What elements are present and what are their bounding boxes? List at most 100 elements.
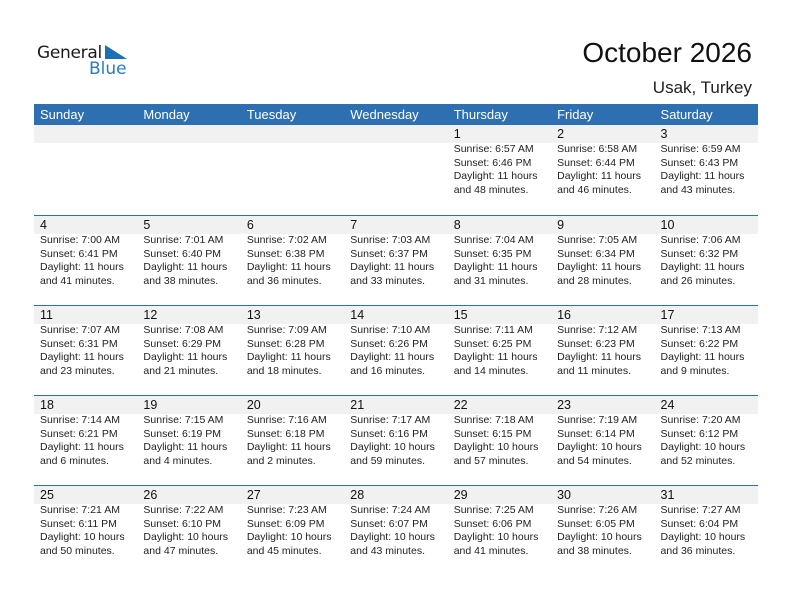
sunset-text: Sunset: 6:34 PM (557, 247, 635, 260)
day-number: 11 (40, 308, 53, 322)
sunrise-text: Sunrise: 7:10 AM (350, 324, 431, 336)
daylight-minutes-text: and 41 minutes. (40, 274, 115, 287)
daylight-text: Daylight: 11 hours (660, 261, 745, 273)
day-number: 1 (453, 127, 461, 141)
day-cell: 16 Sunrise: 7:12 AM Sunset: 6:23 PM Dayligh… (551, 306, 654, 378)
sunrise-text: Sunrise: 7:04 AM (453, 234, 534, 246)
sunrise-text: Sunrise: 7:27 AM (660, 504, 741, 516)
sunset-text: Sunset: 6:44 PM (557, 156, 635, 169)
daylight-text: Daylight: 10 hours (660, 441, 746, 453)
daylight-minutes-text: and 28 minutes. (557, 274, 632, 287)
daylight-text: Daylight: 11 hours (350, 351, 435, 363)
weekday-header: Sunday Monday Tuesday Wednesday Thursday Frid… (34, 104, 758, 125)
daylight-minutes-text: and 36 minutes. (660, 544, 736, 557)
sunset-text: Sunset: 6:28 PM (246, 337, 325, 350)
sunrise-text: Sunrise: 6:59 AM (660, 143, 741, 155)
sunset-text: Sunset: 6:11 PM (40, 517, 117, 530)
sunrise-text: Sunrise: 7:11 AM (453, 324, 533, 336)
day-cell: 19 Sunrise: 7:15 AM Sunset: 6:19 PM Dayligh… (137, 396, 240, 468)
day-number: 2 (557, 127, 565, 141)
daylight-text: Daylight: 10 hours (557, 441, 642, 453)
daylight-minutes-text: and 45 minutes. (246, 544, 322, 557)
daylight-text: Daylight: 11 hours (557, 170, 641, 182)
sunset-text: Sunset: 6:18 PM (246, 427, 325, 440)
daylight-minutes-text: and 47 minutes. (143, 544, 219, 557)
weekday-thursday: Thursday (453, 107, 508, 122)
day-cell: 9 Sunrise: 7:05 AM Sunset: 6:34 PM Daylight… (551, 216, 654, 288)
generalblue-logo: General Blue (37, 43, 132, 81)
day-cell: 23 Sunrise: 7:19 AM Sunset: 6:14 PM Dayligh… (551, 396, 654, 468)
sunset-text: Sunset: 6:14 PM (557, 427, 635, 440)
daylight-minutes-text: and 26 minutes. (660, 274, 736, 287)
sunrise-text: Sunrise: 7:21 AM (40, 504, 120, 516)
sunset-text: Sunset: 6:23 PM (557, 337, 635, 350)
daylight-text: Daylight: 10 hours (246, 531, 332, 543)
daylight-text: Daylight: 10 hours (40, 531, 125, 543)
daylight-minutes-text: and 31 minutes. (453, 274, 529, 287)
day-cell: 3 Sunrise: 6:59 AM Sunset: 6:43 PM Daylight… (655, 125, 758, 197)
day-number: 25 (40, 488, 54, 502)
day-number: 17 (660, 308, 675, 322)
sunset-text: Sunset: 6:15 PM (453, 427, 532, 440)
day-number: 8 (453, 218, 461, 232)
sunrise-text: Sunrise: 7:02 AM (246, 234, 327, 246)
daylight-text: Daylight: 10 hours (350, 531, 435, 543)
weekday-friday: Friday (557, 107, 594, 122)
daylight-text: Daylight: 11 hours (143, 441, 228, 453)
daylight-text: Daylight: 11 hours (143, 351, 228, 363)
sunset-text: Sunset: 6:40 PM (143, 247, 222, 260)
daylight-minutes-text: and 6 minutes. (40, 454, 109, 467)
week-row: 1 Sunrise: 6:57 AM Sunset: 6:46 PM Daylight… (34, 125, 758, 215)
daylight-text: Daylight: 11 hours (453, 170, 538, 182)
weekday-monday: Monday (143, 107, 190, 122)
sunset-text: Sunset: 6:29 PM (143, 337, 222, 350)
day-cell: 8 Sunrise: 7:04 AM Sunset: 6:35 PM Daylight… (448, 216, 551, 288)
daylight-text: Daylight: 10 hours (143, 531, 229, 543)
day-cell: 18 Sunrise: 7:14 AM Sunset: 6:21 PM Dayligh… (34, 396, 137, 468)
sunrise-text: Sunrise: 7:09 AM (246, 324, 327, 336)
sunset-text: Sunset: 6:12 PM (660, 427, 739, 440)
sunrise-text: Sunrise: 7:13 AM (660, 324, 741, 336)
calendar-grid: Sunday Monday Tuesday Wednesday Thursday Frid… (34, 104, 758, 575)
day-number: 16 (557, 308, 572, 322)
day-number-band (34, 125, 758, 143)
day-number: 20 (246, 398, 261, 412)
daylight-minutes-text: and 4 minutes. (143, 454, 213, 467)
day-cell: 5 Sunrise: 7:01 AM Sunset: 6:40 PM Daylight… (137, 216, 240, 288)
sunrise-text: Sunrise: 7:00 AM (40, 234, 120, 246)
daylight-text: Daylight: 11 hours (350, 261, 435, 273)
day-cell: 25 Sunrise: 7:21 AM Sunset: 6:11 PM Dayligh… (34, 486, 137, 558)
sunset-text: Sunset: 6:26 PM (350, 337, 428, 350)
daylight-minutes-text: and 14 minutes. (453, 364, 529, 377)
daylight-text: Daylight: 11 hours (453, 351, 538, 363)
day-number-band (34, 216, 758, 234)
daylight-text: Daylight: 10 hours (660, 531, 746, 543)
daylight-text: Daylight: 11 hours (246, 441, 331, 453)
daylight-minutes-text: and 43 minutes. (350, 544, 425, 557)
logo-triangle-icon (105, 45, 127, 59)
day-number: 27 (246, 488, 261, 502)
daylight-minutes-text: and 43 minutes. (660, 183, 736, 196)
week-row: 18 Sunrise: 7:14 AM Sunset: 6:21 PM Dayligh… (34, 395, 758, 485)
daylight-text: Daylight: 11 hours (40, 261, 124, 273)
daylight-text: Daylight: 11 hours (143, 261, 228, 273)
sunrise-text: Sunrise: 7:03 AM (350, 234, 431, 246)
day-cell: 12 Sunrise: 7:08 AM Sunset: 6:29 PM Dayligh… (137, 306, 240, 378)
sunset-text: Sunset: 6:37 PM (350, 247, 428, 260)
sunrise-text: Sunrise: 7:26 AM (557, 504, 638, 516)
daylight-minutes-text: and 9 minutes. (660, 364, 730, 377)
daylight-minutes-text: and 57 minutes. (453, 454, 529, 467)
daylight-minutes-text: and 54 minutes. (557, 454, 632, 467)
day-cell: 11 Sunrise: 7:07 AM Sunset: 6:31 PM Dayligh… (34, 306, 137, 378)
day-number: 7 (350, 218, 358, 232)
daylight-text: Daylight: 11 hours (246, 351, 331, 363)
daylight-text: Daylight: 11 hours (40, 351, 124, 363)
sunrise-text: Sunrise: 7:23 AM (246, 504, 327, 516)
day-cell: 13 Sunrise: 7:09 AM Sunset: 6:28 PM Dayligh… (241, 306, 344, 378)
day-number: 31 (660, 488, 675, 502)
day-cell: 29 Sunrise: 7:25 AM Sunset: 6:06 PM Dayligh… (448, 486, 551, 558)
day-number-band (34, 396, 758, 414)
sunset-text: Sunset: 6:22 PM (660, 337, 739, 350)
day-number: 10 (660, 218, 675, 232)
daylight-text: Daylight: 11 hours (453, 261, 538, 273)
